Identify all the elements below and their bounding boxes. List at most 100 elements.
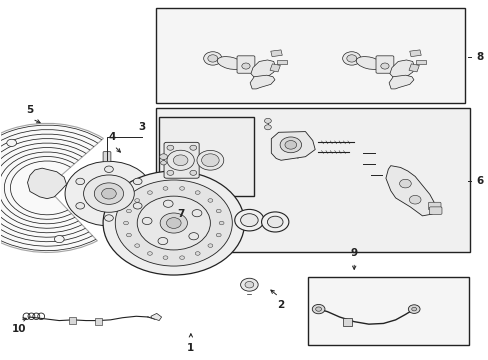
Circle shape <box>166 170 173 175</box>
Circle shape <box>195 191 200 194</box>
Circle shape <box>312 305 325 314</box>
Circle shape <box>201 154 219 167</box>
Circle shape <box>346 55 356 62</box>
Circle shape <box>315 307 321 311</box>
Circle shape <box>408 195 420 204</box>
Bar <box>156 8 465 103</box>
Circle shape <box>216 233 221 237</box>
Polygon shape <box>249 75 274 89</box>
Circle shape <box>219 221 224 225</box>
Circle shape <box>133 203 142 209</box>
Circle shape <box>192 210 202 217</box>
Text: 4: 4 <box>108 132 115 142</box>
Text: 1: 1 <box>187 343 194 353</box>
Polygon shape <box>151 314 161 320</box>
Circle shape <box>142 217 152 225</box>
Circle shape <box>7 139 17 147</box>
Circle shape <box>102 188 116 199</box>
Bar <box>270 50 282 57</box>
Circle shape <box>234 210 264 231</box>
FancyBboxPatch shape <box>428 207 441 215</box>
Circle shape <box>342 52 360 65</box>
Circle shape <box>163 186 167 190</box>
Circle shape <box>160 161 166 165</box>
Circle shape <box>264 125 271 130</box>
Bar <box>416 60 425 64</box>
Circle shape <box>54 235 64 243</box>
Circle shape <box>76 203 84 209</box>
Circle shape <box>104 215 113 221</box>
Text: 5: 5 <box>26 105 34 116</box>
Circle shape <box>399 179 410 188</box>
Circle shape <box>240 214 258 226</box>
Text: 2: 2 <box>277 300 284 310</box>
Circle shape <box>195 252 200 255</box>
Circle shape <box>158 238 167 245</box>
Circle shape <box>179 186 184 190</box>
Circle shape <box>166 145 173 150</box>
Circle shape <box>173 155 187 166</box>
Wedge shape <box>0 123 103 252</box>
Circle shape <box>280 137 301 153</box>
Circle shape <box>103 171 244 275</box>
Circle shape <box>94 183 123 204</box>
Circle shape <box>123 221 128 225</box>
FancyBboxPatch shape <box>375 56 393 73</box>
Text: 8: 8 <box>475 52 482 62</box>
Circle shape <box>267 216 283 228</box>
Circle shape <box>216 209 221 213</box>
Circle shape <box>207 199 212 202</box>
Circle shape <box>163 256 167 260</box>
FancyBboxPatch shape <box>237 56 254 73</box>
Circle shape <box>137 196 210 250</box>
Bar <box>343 318 351 326</box>
Circle shape <box>285 140 296 149</box>
Polygon shape <box>271 132 315 160</box>
Ellipse shape <box>356 57 381 69</box>
Bar <box>409 50 420 57</box>
Text: 9: 9 <box>350 248 357 258</box>
Bar <box>408 64 419 72</box>
Polygon shape <box>27 168 66 199</box>
Circle shape <box>261 212 288 232</box>
Circle shape <box>203 52 222 65</box>
Circle shape <box>104 166 113 172</box>
Circle shape <box>244 282 253 288</box>
Ellipse shape <box>197 150 224 170</box>
Text: 6: 6 <box>475 176 482 186</box>
Circle shape <box>135 199 140 202</box>
Circle shape <box>166 150 194 170</box>
Text: 3: 3 <box>138 122 145 132</box>
Circle shape <box>166 218 181 228</box>
Polygon shape <box>250 60 275 80</box>
Circle shape <box>159 154 167 159</box>
Circle shape <box>380 63 388 69</box>
Circle shape <box>411 307 416 311</box>
Circle shape <box>240 278 258 291</box>
Bar <box>69 318 76 324</box>
Bar <box>156 108 469 252</box>
Circle shape <box>135 244 140 247</box>
Bar <box>159 117 254 196</box>
FancyBboxPatch shape <box>163 142 199 178</box>
Circle shape <box>115 180 232 266</box>
Bar <box>269 64 280 72</box>
Circle shape <box>147 191 152 194</box>
Circle shape <box>126 209 131 213</box>
Polygon shape <box>385 166 434 216</box>
Polygon shape <box>388 75 413 89</box>
FancyBboxPatch shape <box>427 202 440 210</box>
Ellipse shape <box>217 57 243 69</box>
Text: 7: 7 <box>177 209 184 219</box>
Circle shape <box>76 178 84 185</box>
Bar <box>307 277 468 345</box>
Text: 10: 10 <box>12 324 26 334</box>
Circle shape <box>188 233 198 240</box>
Circle shape <box>147 252 152 255</box>
Polygon shape <box>389 60 414 80</box>
Circle shape <box>207 244 212 247</box>
Circle shape <box>264 118 271 123</box>
Circle shape <box>407 305 419 314</box>
Circle shape <box>207 55 217 62</box>
Circle shape <box>126 233 131 237</box>
